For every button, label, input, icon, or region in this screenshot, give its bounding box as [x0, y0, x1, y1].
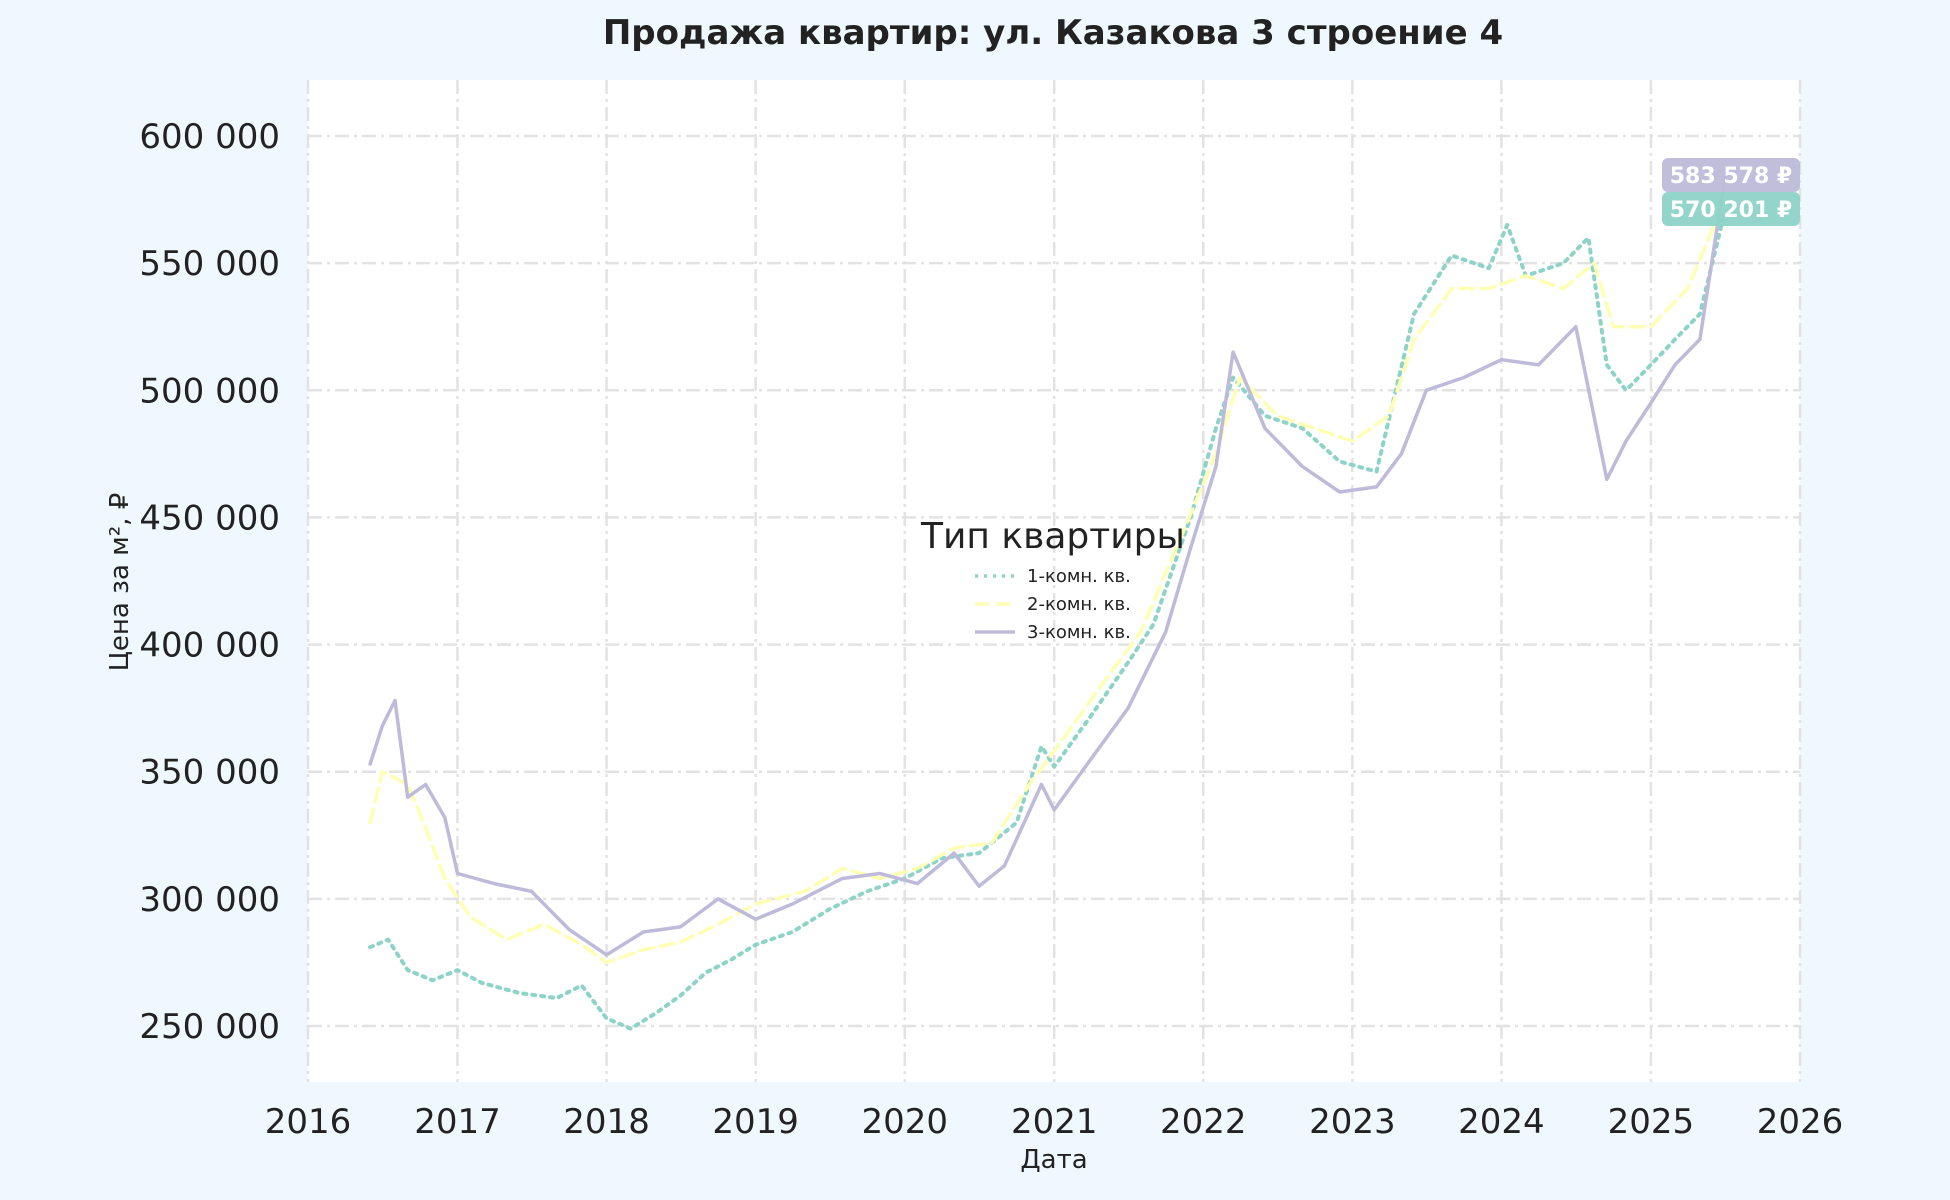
- series-lines: [368, 175, 1727, 1031]
- y-tick-label: 250 000: [139, 1007, 280, 1047]
- grid-lines: [306, 80, 1802, 1082]
- y-tick-label: 500 000: [139, 371, 280, 411]
- x-tick-label: 2019: [712, 1102, 799, 1142]
- legend-label-3: 3-комн. кв.: [1027, 622, 1131, 643]
- end-value-labels: 583 578 ₽ 570 201 ₽: [1662, 158, 1800, 226]
- series-line-1: [368, 209, 1727, 1031]
- legend-title: Тип квартиры: [920, 516, 1185, 557]
- end-label-text: 583 578 ₽: [1670, 164, 1792, 189]
- end-label-badge: [1662, 192, 1800, 226]
- y-axis-ticks: 250 000 300 000 350 000 400 000 450 000 500 0…: [139, 117, 280, 1047]
- y-axis-label: Цена за м², ₽: [105, 493, 135, 672]
- x-tick-label: 2020: [861, 1102, 948, 1142]
- chart-title: Продажа квартир: ул. Казакова 3 строение…: [603, 13, 1503, 53]
- x-axis-label: Дата: [1020, 1145, 1087, 1175]
- x-tick-label: 2023: [1309, 1102, 1396, 1142]
- y-tick-label: 300 000: [139, 880, 280, 920]
- y-tick-label: 350 000: [139, 753, 280, 793]
- x-axis-ticks: 2016 2017 2018 2019 2020 2021 2022 2023 2024 2025…: [265, 1102, 1844, 1142]
- x-tick-label: 2017: [414, 1102, 501, 1142]
- y-tick-label: 450 000: [139, 498, 280, 538]
- legend: Тип квартиры 1-комн. кв. 2-комн. кв. 3-ком…: [920, 516, 1185, 643]
- x-tick-label: 2022: [1160, 1102, 1247, 1142]
- end-label-text: 570 201 ₽: [1670, 198, 1792, 223]
- y-tick-label: 550 000: [139, 244, 280, 284]
- y-tick-label: 600 000: [139, 117, 280, 157]
- legend-label-1: 1-комн. кв.: [1027, 566, 1131, 587]
- x-tick-label: 2026: [1757, 1102, 1844, 1142]
- x-tick-label: 2016: [265, 1102, 352, 1142]
- x-tick-label: 2018: [563, 1102, 650, 1142]
- x-tick-label: 2025: [1608, 1102, 1695, 1142]
- x-tick-label: 2021: [1011, 1102, 1098, 1142]
- y-tick-label: 400 000: [139, 626, 280, 666]
- legend-label-2: 2-комн. кв.: [1027, 594, 1131, 615]
- series-line-3: [368, 175, 1727, 957]
- series-line-2: [368, 197, 1727, 965]
- x-tick-label: 2024: [1458, 1102, 1545, 1142]
- end-label-badge: [1662, 158, 1800, 192]
